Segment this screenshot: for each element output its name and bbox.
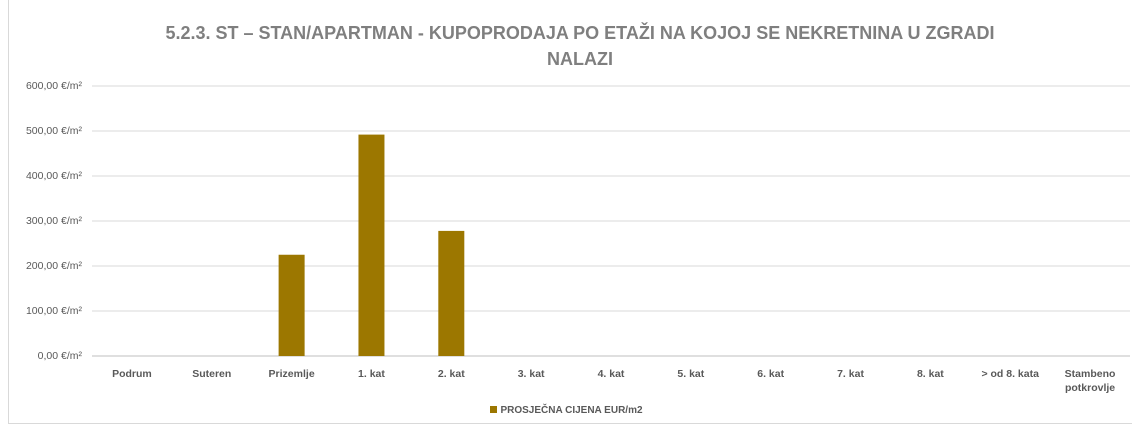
y-tick-label: 200,00 €/m² [26,260,83,272]
x-tick-label: 8. kat [916,368,944,380]
y-tick-label: 500,00 €/m² [26,125,83,137]
y-tick-label: 100,00 €/m² [26,305,83,317]
legend-label: PROSJEČNA CIJENA EUR/m2 [500,405,643,416]
x-tick-label: Podrum [112,368,152,380]
x-tick-label: 7. kat [837,368,864,380]
x-tick-label: > od 8. kata [981,368,1039,380]
bar [438,230,465,356]
y-tick-label: 0,00 €/m² [38,350,83,362]
y-tick-label: 600,00 €/m² [26,80,83,92]
legend-swatch [490,406,498,413]
chart-title: 5.2.3. ST – STAN/APARTMAN - KUPOPRODAJA … [165,23,995,69]
chart-frame [8,0,1132,424]
bar [358,134,385,356]
x-tick-label: 5. kat [677,368,705,380]
x-tick-label: 4. kat [597,368,625,380]
legend: PROSJEČNA CIJENA EUR/m2 [0,405,1133,416]
x-tick-label: Prizemlje [268,368,315,380]
x-tick-label: 6. kat [757,368,785,380]
x-tick-label: Suteren [192,368,232,380]
bar [278,254,305,356]
y-tick-label: 300,00 €/m² [26,215,83,227]
x-tick-label: 1. kat [358,368,385,380]
x-tick-label: 2. kat [437,368,465,380]
x-tick-label: Stambeno potkrovlje [1064,368,1116,394]
x-tick-label: 3. kat [517,368,545,380]
y-tick-label: 400,00 €/m² [26,170,83,182]
